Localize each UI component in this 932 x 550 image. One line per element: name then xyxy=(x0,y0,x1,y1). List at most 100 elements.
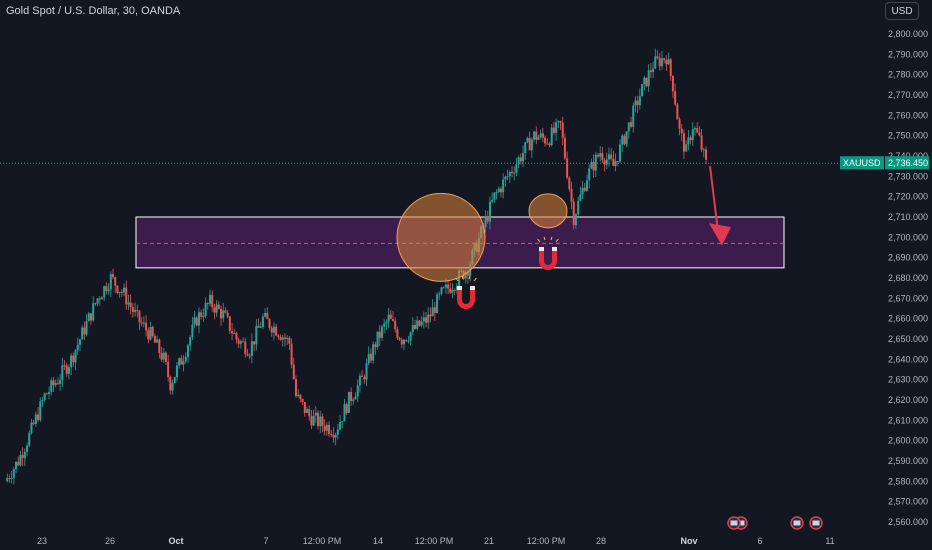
time-tick-label: 12:00 PM xyxy=(527,536,566,546)
economic-event-icon[interactable] xyxy=(727,516,741,530)
candle-body xyxy=(550,127,553,146)
candle-body xyxy=(638,96,641,106)
candle-body xyxy=(220,308,223,319)
price-tick-label: 2,630.000 xyxy=(888,375,928,385)
currency-button[interactable]: USD xyxy=(885,2,919,20)
candle-body xyxy=(180,358,183,365)
candle-body xyxy=(533,131,536,140)
candle-body xyxy=(380,326,383,338)
candle-body xyxy=(669,59,672,76)
candle-body xyxy=(442,287,445,289)
candle-body xyxy=(407,340,410,342)
price-tick-label: 2,690.000 xyxy=(888,253,928,263)
candle-body xyxy=(228,316,231,331)
magnet-tip xyxy=(552,247,557,251)
candle-body xyxy=(197,312,200,326)
candle-body xyxy=(303,401,306,414)
candle-body xyxy=(123,287,126,293)
candle-body xyxy=(61,365,64,381)
candle-body xyxy=(270,327,273,333)
candle-body xyxy=(687,137,690,145)
magnet-body xyxy=(539,251,557,270)
magnet-spark xyxy=(455,277,459,282)
candle-body xyxy=(499,188,502,193)
candle-body xyxy=(226,312,229,317)
candle-body xyxy=(209,294,212,304)
candle-body xyxy=(513,172,516,174)
time-tick-label: 21 xyxy=(484,536,494,546)
price-tick-label: 2,580.000 xyxy=(888,476,928,486)
highlight-circle-large[interactable] xyxy=(396,192,486,282)
candle-body xyxy=(12,469,15,479)
down-arrow[interactable] xyxy=(709,166,731,246)
time-tick-label: Oct xyxy=(168,536,183,546)
time-tick-label: 6 xyxy=(757,536,762,546)
candle-body xyxy=(54,383,57,386)
candle-body xyxy=(693,128,696,130)
candle-body xyxy=(678,119,681,129)
candle-body xyxy=(211,294,214,308)
candle-body xyxy=(418,320,421,326)
candle-body xyxy=(665,59,668,65)
candle-body xyxy=(87,313,90,322)
candle-body xyxy=(250,341,253,356)
economic-event-icon[interactable] xyxy=(809,516,823,530)
candle-body xyxy=(56,383,59,385)
candle-body xyxy=(458,270,461,286)
candle-body xyxy=(158,339,161,354)
candle-body xyxy=(81,327,84,340)
time-axis[interactable]: 23 26 Oct 7 12:00 PM 14 12:00 PM 21 12:00 PM 28 No… xyxy=(37,516,835,546)
candle-body xyxy=(535,131,538,140)
candle-body xyxy=(522,153,525,162)
price-tick-label: 2,770.000 xyxy=(888,90,928,100)
candle-body xyxy=(440,287,443,294)
candle-body xyxy=(530,139,533,151)
price-axis[interactable]: 2,800.000 2,790.000 2,780.000 2,770.000 2,76… xyxy=(840,29,929,527)
candle-body xyxy=(306,409,309,414)
candle-body xyxy=(356,385,359,397)
candle-body xyxy=(345,404,348,413)
time-tick-label: 11 xyxy=(825,536,834,546)
price-tick-label: 2,760.000 xyxy=(888,110,928,120)
last-price-badge xyxy=(885,156,929,170)
candle-body xyxy=(691,129,694,141)
candle-body xyxy=(559,121,562,123)
candle-body xyxy=(387,314,390,322)
candle-body xyxy=(30,422,33,433)
candle-body xyxy=(627,122,630,132)
time-tick-label: 14 xyxy=(373,536,383,546)
candle-body xyxy=(363,376,366,380)
candle-body xyxy=(89,313,92,321)
price-tick-label: 2,790.000 xyxy=(888,49,928,59)
economic-event-icon[interactable] xyxy=(790,516,804,530)
candle-body xyxy=(112,274,115,278)
candle-body xyxy=(294,378,297,396)
candle-body xyxy=(330,434,333,436)
price-tick-label: 2,620.000 xyxy=(888,395,928,405)
candle-body xyxy=(350,391,353,402)
candle-body xyxy=(39,401,42,421)
candle-body xyxy=(336,429,339,435)
candle-body xyxy=(634,100,637,106)
candle-body xyxy=(647,70,650,87)
magnet-icon[interactable] xyxy=(455,275,477,309)
highlight-circle-small[interactable] xyxy=(528,193,568,229)
magnet-icon[interactable] xyxy=(537,236,559,270)
candle-body xyxy=(585,180,588,191)
magnet-body xyxy=(457,290,475,309)
candle-body xyxy=(246,353,249,356)
candle-body xyxy=(405,339,408,341)
price-tick-label: 2,560.000 xyxy=(888,517,928,527)
candle-body xyxy=(184,356,187,362)
magnet-spark xyxy=(468,275,471,280)
candle-body xyxy=(26,445,29,452)
candle-body xyxy=(354,396,357,400)
candle-body xyxy=(134,309,137,312)
candle-body xyxy=(502,179,505,193)
candle-body xyxy=(385,321,388,324)
candle-body xyxy=(242,341,245,343)
candle-body xyxy=(83,327,86,335)
candle-body xyxy=(23,451,26,459)
candle-body xyxy=(275,326,278,336)
